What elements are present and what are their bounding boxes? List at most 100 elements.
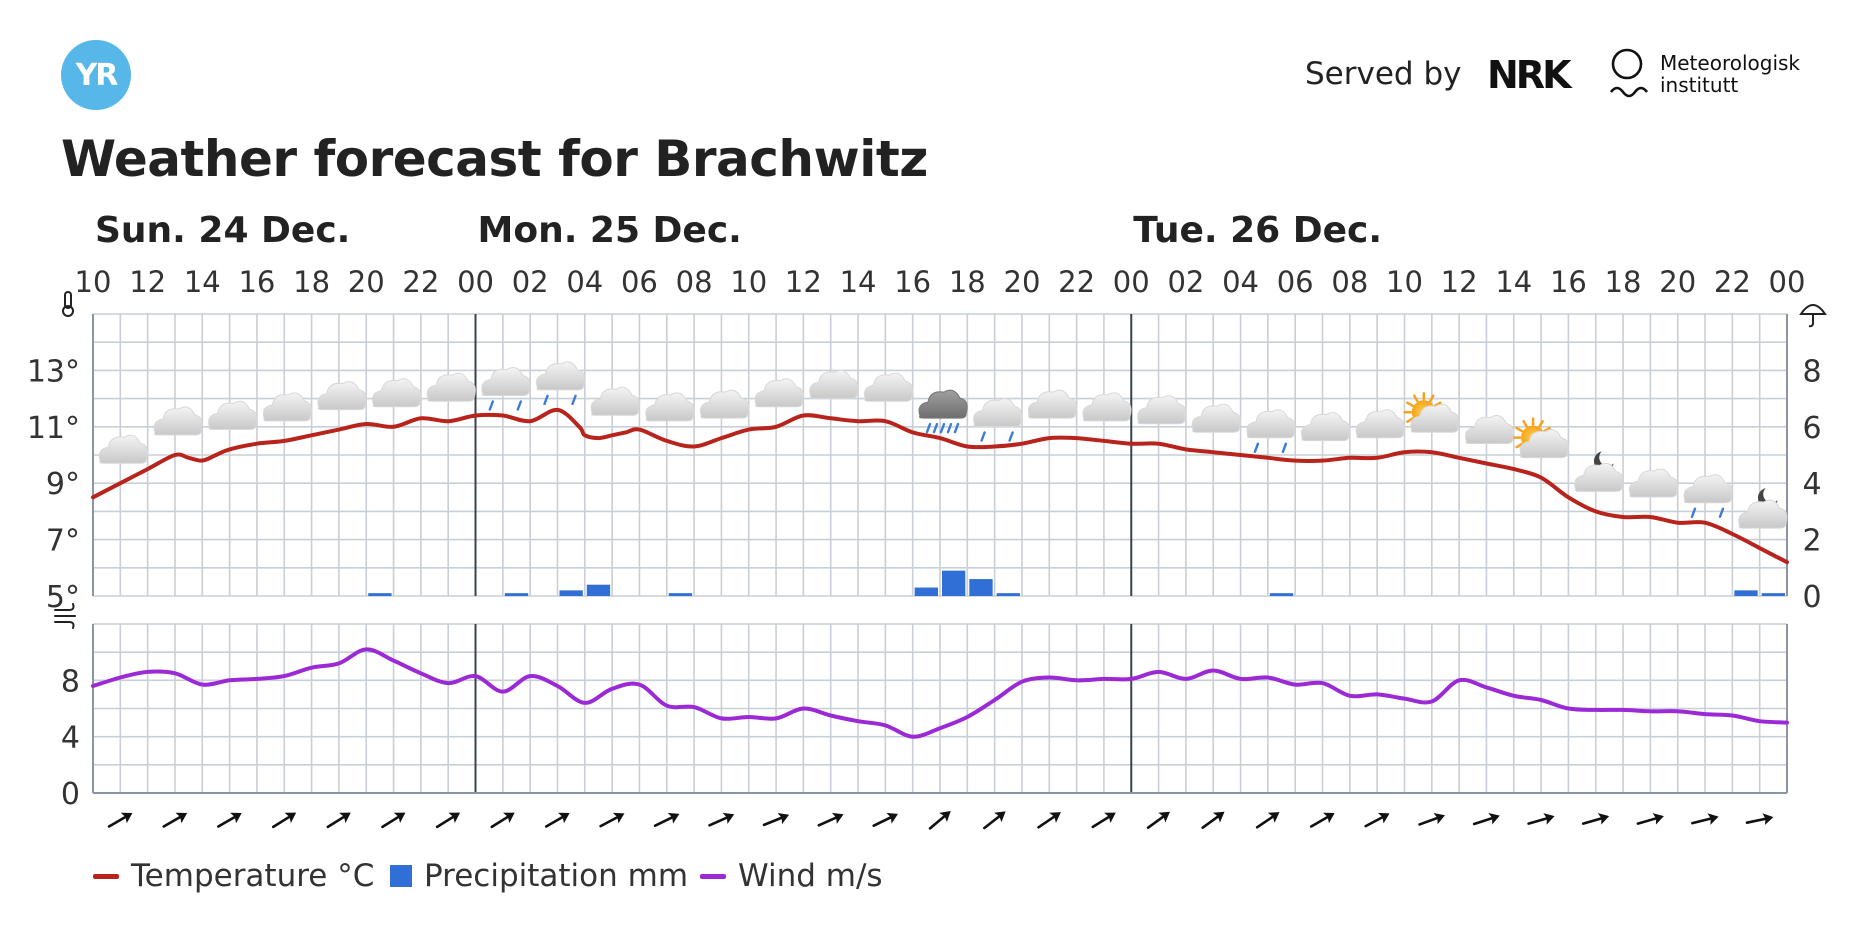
arrow-head	[667, 812, 680, 824]
rain-drop	[932, 422, 939, 434]
hour-tick-label: 04	[566, 265, 603, 299]
arrow-head	[886, 812, 898, 824]
hour-tick-label: 20	[1659, 265, 1696, 299]
weather-symbol-light-rain	[536, 361, 586, 406]
arrow-head	[722, 812, 735, 824]
rain-drop	[543, 394, 549, 406]
wind-tick-label: 0	[61, 777, 80, 812]
arrow-head	[994, 811, 1006, 823]
hour-tick-label: 18	[1605, 265, 1642, 299]
page-title: Weather forecast for Brachwitz	[61, 130, 928, 188]
legend-precipitation-label: Precipitation mm	[424, 858, 689, 894]
cloud-shape	[1191, 403, 1241, 433]
weather-symbol-light-rain	[1246, 409, 1296, 453]
sun-ray	[1433, 401, 1442, 407]
arrow-head	[1049, 812, 1061, 823]
hour-tick-label: 10	[1386, 265, 1423, 299]
cloud-shape	[481, 367, 531, 396]
wind-direction-arrow	[435, 812, 461, 829]
temperature-tick-label: 7°	[46, 524, 80, 559]
precipitation-bars	[368, 570, 1785, 596]
cloud-shape	[98, 434, 148, 464]
hour-tick-label: 12	[1441, 265, 1478, 299]
wind-direction-arrow	[1745, 813, 1774, 826]
cloud-shape	[1355, 409, 1405, 439]
precipitation-tick-label: 2	[1802, 524, 1821, 559]
precipitation-tick-label: 6	[1802, 411, 1821, 446]
rain-drop	[1718, 507, 1725, 518]
hour-tick-label: 18	[949, 265, 986, 299]
precipitation-bar	[1761, 593, 1785, 596]
temperature-line	[91, 407, 1789, 565]
arrow-head	[1652, 813, 1664, 825]
arrow-head	[831, 812, 844, 824]
cloud-shape	[918, 389, 968, 419]
hour-tick-label: 22	[1714, 265, 1751, 299]
met-institute-logo[interactable]: Meteorologisk institutt	[1660, 52, 1800, 96]
weather-symbol-light-rain	[481, 367, 531, 411]
weather-symbol-cloudy	[754, 378, 804, 408]
cloud-shape	[590, 386, 640, 416]
wind-direction-arrow	[381, 812, 406, 829]
precipitation-bar	[914, 587, 938, 596]
cloud-shape	[1628, 468, 1679, 498]
wind-direction-arrow	[1091, 812, 1116, 829]
cloud-shape	[536, 361, 586, 391]
yr-logo[interactable]: YR	[61, 40, 131, 110]
wind-direction-arrow	[1201, 811, 1225, 829]
wind-direction-arrow	[1309, 812, 1335, 828]
sun-ray	[1522, 419, 1528, 428]
hour-tick-label: 16	[1550, 265, 1587, 299]
precipitation-bar	[996, 593, 1020, 596]
hour-tick-label: 12	[129, 265, 166, 299]
weather-symbol-cloudy	[1027, 389, 1077, 419]
wind-direction-arrow	[817, 812, 844, 827]
cloud-shape	[1027, 389, 1077, 419]
wind-line	[91, 647, 1789, 739]
cloud-shape	[1574, 462, 1624, 492]
wind-direction-arrow	[1581, 813, 1610, 825]
rain-drop	[980, 431, 986, 442]
wind-direction-arrow	[983, 811, 1006, 830]
hour-tick-label: 02	[1167, 265, 1204, 299]
hour-tick-label: 14	[1495, 265, 1532, 299]
weather-symbol-cloudy	[98, 434, 148, 464]
wind-direction-arrow	[599, 812, 625, 828]
sun-ray	[1429, 394, 1435, 403]
wind-direction-arrow	[1146, 811, 1170, 829]
hour-tick-label: 20	[348, 265, 385, 299]
weather-symbol-light-rain	[973, 398, 1023, 442]
wind-direction-arrow	[928, 811, 951, 830]
arrow-head	[1104, 812, 1116, 823]
nrk-logo[interactable]: NRK	[1487, 53, 1571, 97]
weather-symbol-cloudy	[699, 389, 750, 419]
weather-symbol-cloudy	[1191, 403, 1241, 433]
weather-symbol-cloudy	[208, 400, 258, 430]
wind-direction-arrow	[653, 812, 680, 827]
cloud-shape	[1683, 474, 1733, 504]
weather-symbol-light-rain	[1683, 474, 1733, 518]
precipitation-tick-label: 8	[1802, 354, 1821, 389]
weather-symbol-cloudy	[262, 392, 312, 422]
sun-ray	[1515, 442, 1524, 449]
rain-drop	[1281, 442, 1288, 453]
arrow-head	[557, 812, 570, 824]
wind-direction-arrow	[162, 812, 188, 828]
arrow-head	[1433, 812, 1445, 825]
arrow-head	[1762, 813, 1774, 826]
arrow-head	[777, 812, 790, 825]
cloud-shape	[1246, 409, 1296, 439]
legend-wind-label: Wind m/s	[738, 858, 883, 894]
legend-temperature-label: Temperature °C	[131, 858, 375, 894]
rain-drop	[946, 422, 953, 434]
hour-tick-label: 04	[1222, 265, 1259, 299]
wind-direction-arrow	[1037, 812, 1061, 829]
arrow-head	[939, 811, 951, 823]
served-by-label: Served by	[1305, 56, 1462, 92]
met-line-2: institutt	[1660, 73, 1739, 97]
wind-direction-arrow	[1255, 812, 1280, 829]
weather-symbol-cloudy	[809, 369, 859, 399]
legend-temperature-swatch	[93, 873, 119, 879]
axis-labels: 10 12 14 16 18 20 22 00 02 04 06 08 10 12 14 16 18 20 22 00…	[27, 210, 1827, 812]
